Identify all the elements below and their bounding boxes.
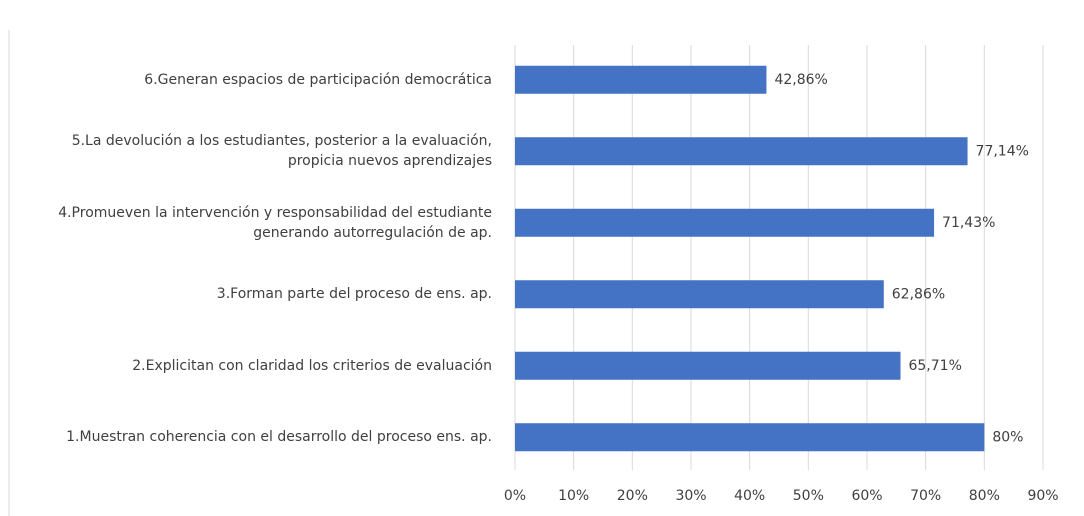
x-tick-label: 0% [504, 488, 526, 504]
bar [515, 137, 968, 166]
bar [515, 423, 985, 452]
bar [515, 351, 901, 380]
x-tick-label: 60% [851, 488, 882, 504]
bar [515, 65, 767, 94]
value-label: 71,43% [942, 215, 995, 231]
category-label: 6.Generan espacios de participación demo… [144, 71, 492, 88]
x-tick-label: 20% [617, 488, 648, 504]
category-label: 5.La devolución a los estudiantes, poste… [71, 133, 492, 170]
value-label: 77,14% [976, 143, 1029, 159]
value-label: 42,86% [774, 72, 827, 88]
value-label: 62,86% [892, 286, 945, 302]
bar [515, 208, 935, 237]
x-tick-label: 90% [1027, 488, 1058, 504]
category-label: 1.Muestran coherencia con el desarrollo … [66, 429, 492, 446]
x-tick-label: 50% [793, 488, 824, 504]
x-tick-label: 80% [969, 488, 1000, 504]
category-label: 4.Promueven la intervención y responsabi… [58, 204, 492, 241]
bar [515, 280, 884, 309]
x-tick-label: 10% [558, 488, 589, 504]
x-tick-label: 40% [734, 488, 765, 504]
x-tick-label: 30% [675, 488, 706, 504]
category-label: 3.Forman parte del proceso de ens. ap. [216, 286, 492, 303]
x-tick-label: 70% [910, 488, 941, 504]
value-label: 65,71% [908, 358, 961, 374]
value-label: 80% [992, 429, 1023, 445]
category-label: 2.Explicitan con claridad los criterios … [132, 357, 492, 374]
